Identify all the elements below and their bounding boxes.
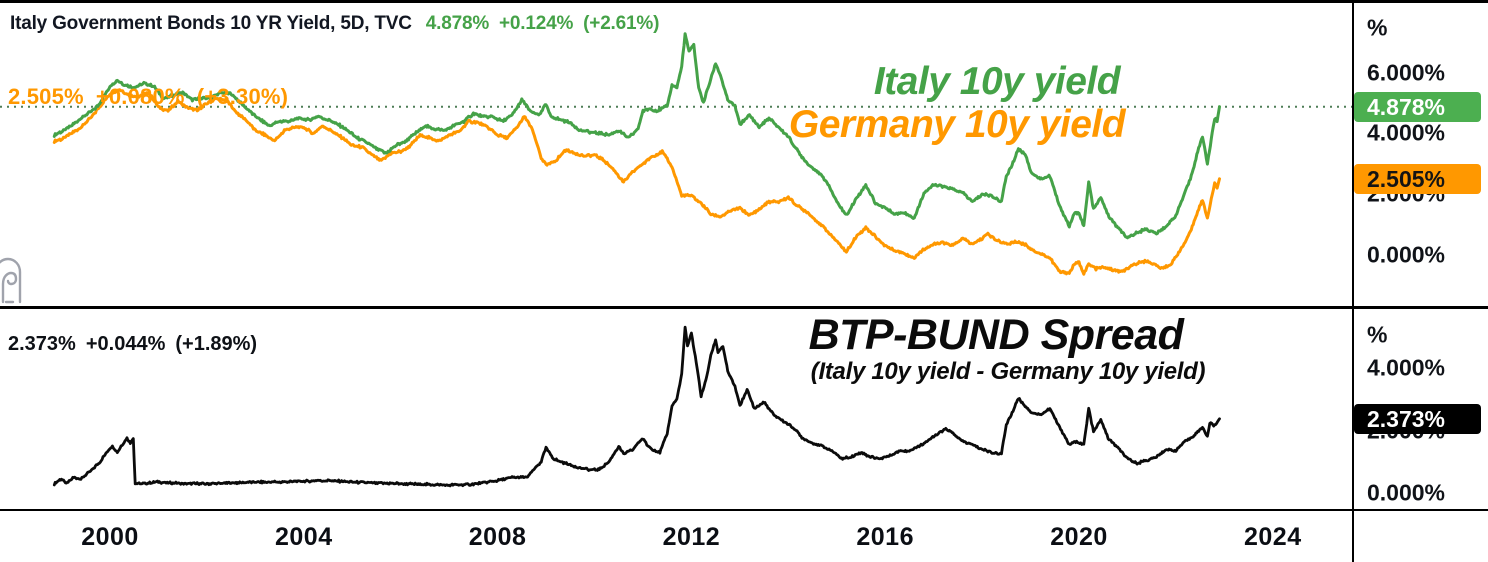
time-tick-label: 2024: [1243, 523, 1302, 551]
price-tick-label: 4.000%: [1367, 119, 1446, 146]
germany-change-pct: (+3.30%): [196, 84, 289, 109]
btp-bund-spread-line[interactable]: [52, 325, 1221, 488]
top-border: [0, 0, 1488, 3]
italy-change: +0.124%: [499, 13, 574, 34]
germany-last-value: 2.505%: [8, 84, 84, 109]
price-axis-main[interactable]: % 6.000%4.000%2.000%0.000%4.878%2.505%: [1354, 3, 1488, 306]
time-tick-label: 2008: [468, 523, 527, 551]
time-tick-label: 2004: [274, 523, 333, 551]
time-axis[interactable]: 2000 2004 2008 2012 2016 2020 2024: [0, 511, 1352, 562]
spread-price-badge: 2.373%: [1354, 403, 1481, 434]
price-tick-label: 0.000%: [1367, 241, 1446, 268]
time-tick-label: 2000: [81, 523, 139, 551]
time-tick-label: 2012: [662, 523, 721, 551]
italy-10y-line[interactable]: [52, 32, 1221, 240]
price-axis-unit: %: [1367, 321, 1388, 348]
pane-separator[interactable]: [0, 306, 1488, 309]
italy-series-label: Italy 10y yield: [873, 60, 1121, 103]
price-axis-spread[interactable]: % 4.000%2.000%0.000%2.373%: [1354, 309, 1488, 509]
germany-series-label: Germany 10y yield: [788, 103, 1126, 146]
time-tick-label: 2016: [856, 523, 914, 551]
italy-price-badge: 4.878%: [1354, 91, 1481, 122]
spread-quote-row: 2.373% +0.044% (+1.89%): [8, 333, 267, 356]
symbol-title-row: Italy Government Bonds 10 YR Yield, 5D, …: [10, 13, 659, 35]
price-axis-unit: %: [1367, 14, 1388, 41]
spread-change-pct: (+1.89%): [175, 333, 258, 355]
spread-pane-subtitle: (Italy 10y yield - Germany 10y yield): [810, 358, 1206, 385]
italy-last-value: 4.878%: [425, 13, 490, 34]
germany-quote-row: 2.505% +0.080% (+3.30%): [8, 84, 300, 110]
main-pane[interactable]: [0, 3, 1352, 306]
dino-logo-icon: [0, 257, 22, 304]
spread-pane-title: BTP-BUND Spread: [808, 311, 1184, 359]
price-tick-label: 0.000%: [1367, 479, 1446, 506]
time-axis-separator: [0, 509, 1488, 511]
price-tick-label: 6.000%: [1367, 59, 1446, 86]
spread-last-value: 2.373%: [8, 333, 76, 355]
germany-price-badge: 2.505%: [1354, 163, 1481, 194]
symbol-title: Italy Government Bonds 10 YR Yield, 5D, …: [10, 13, 412, 34]
italy-change-pct: (+2.61%): [583, 13, 660, 34]
price-axis-separator: [1352, 0, 1354, 562]
price-tick-label: 4.000%: [1367, 354, 1446, 381]
spread-change: +0.044%: [85, 333, 166, 355]
time-tick-label: 2020: [1050, 523, 1108, 551]
germany-10y-line[interactable]: [52, 88, 1221, 276]
germany-change: +0.080%: [95, 84, 185, 109]
